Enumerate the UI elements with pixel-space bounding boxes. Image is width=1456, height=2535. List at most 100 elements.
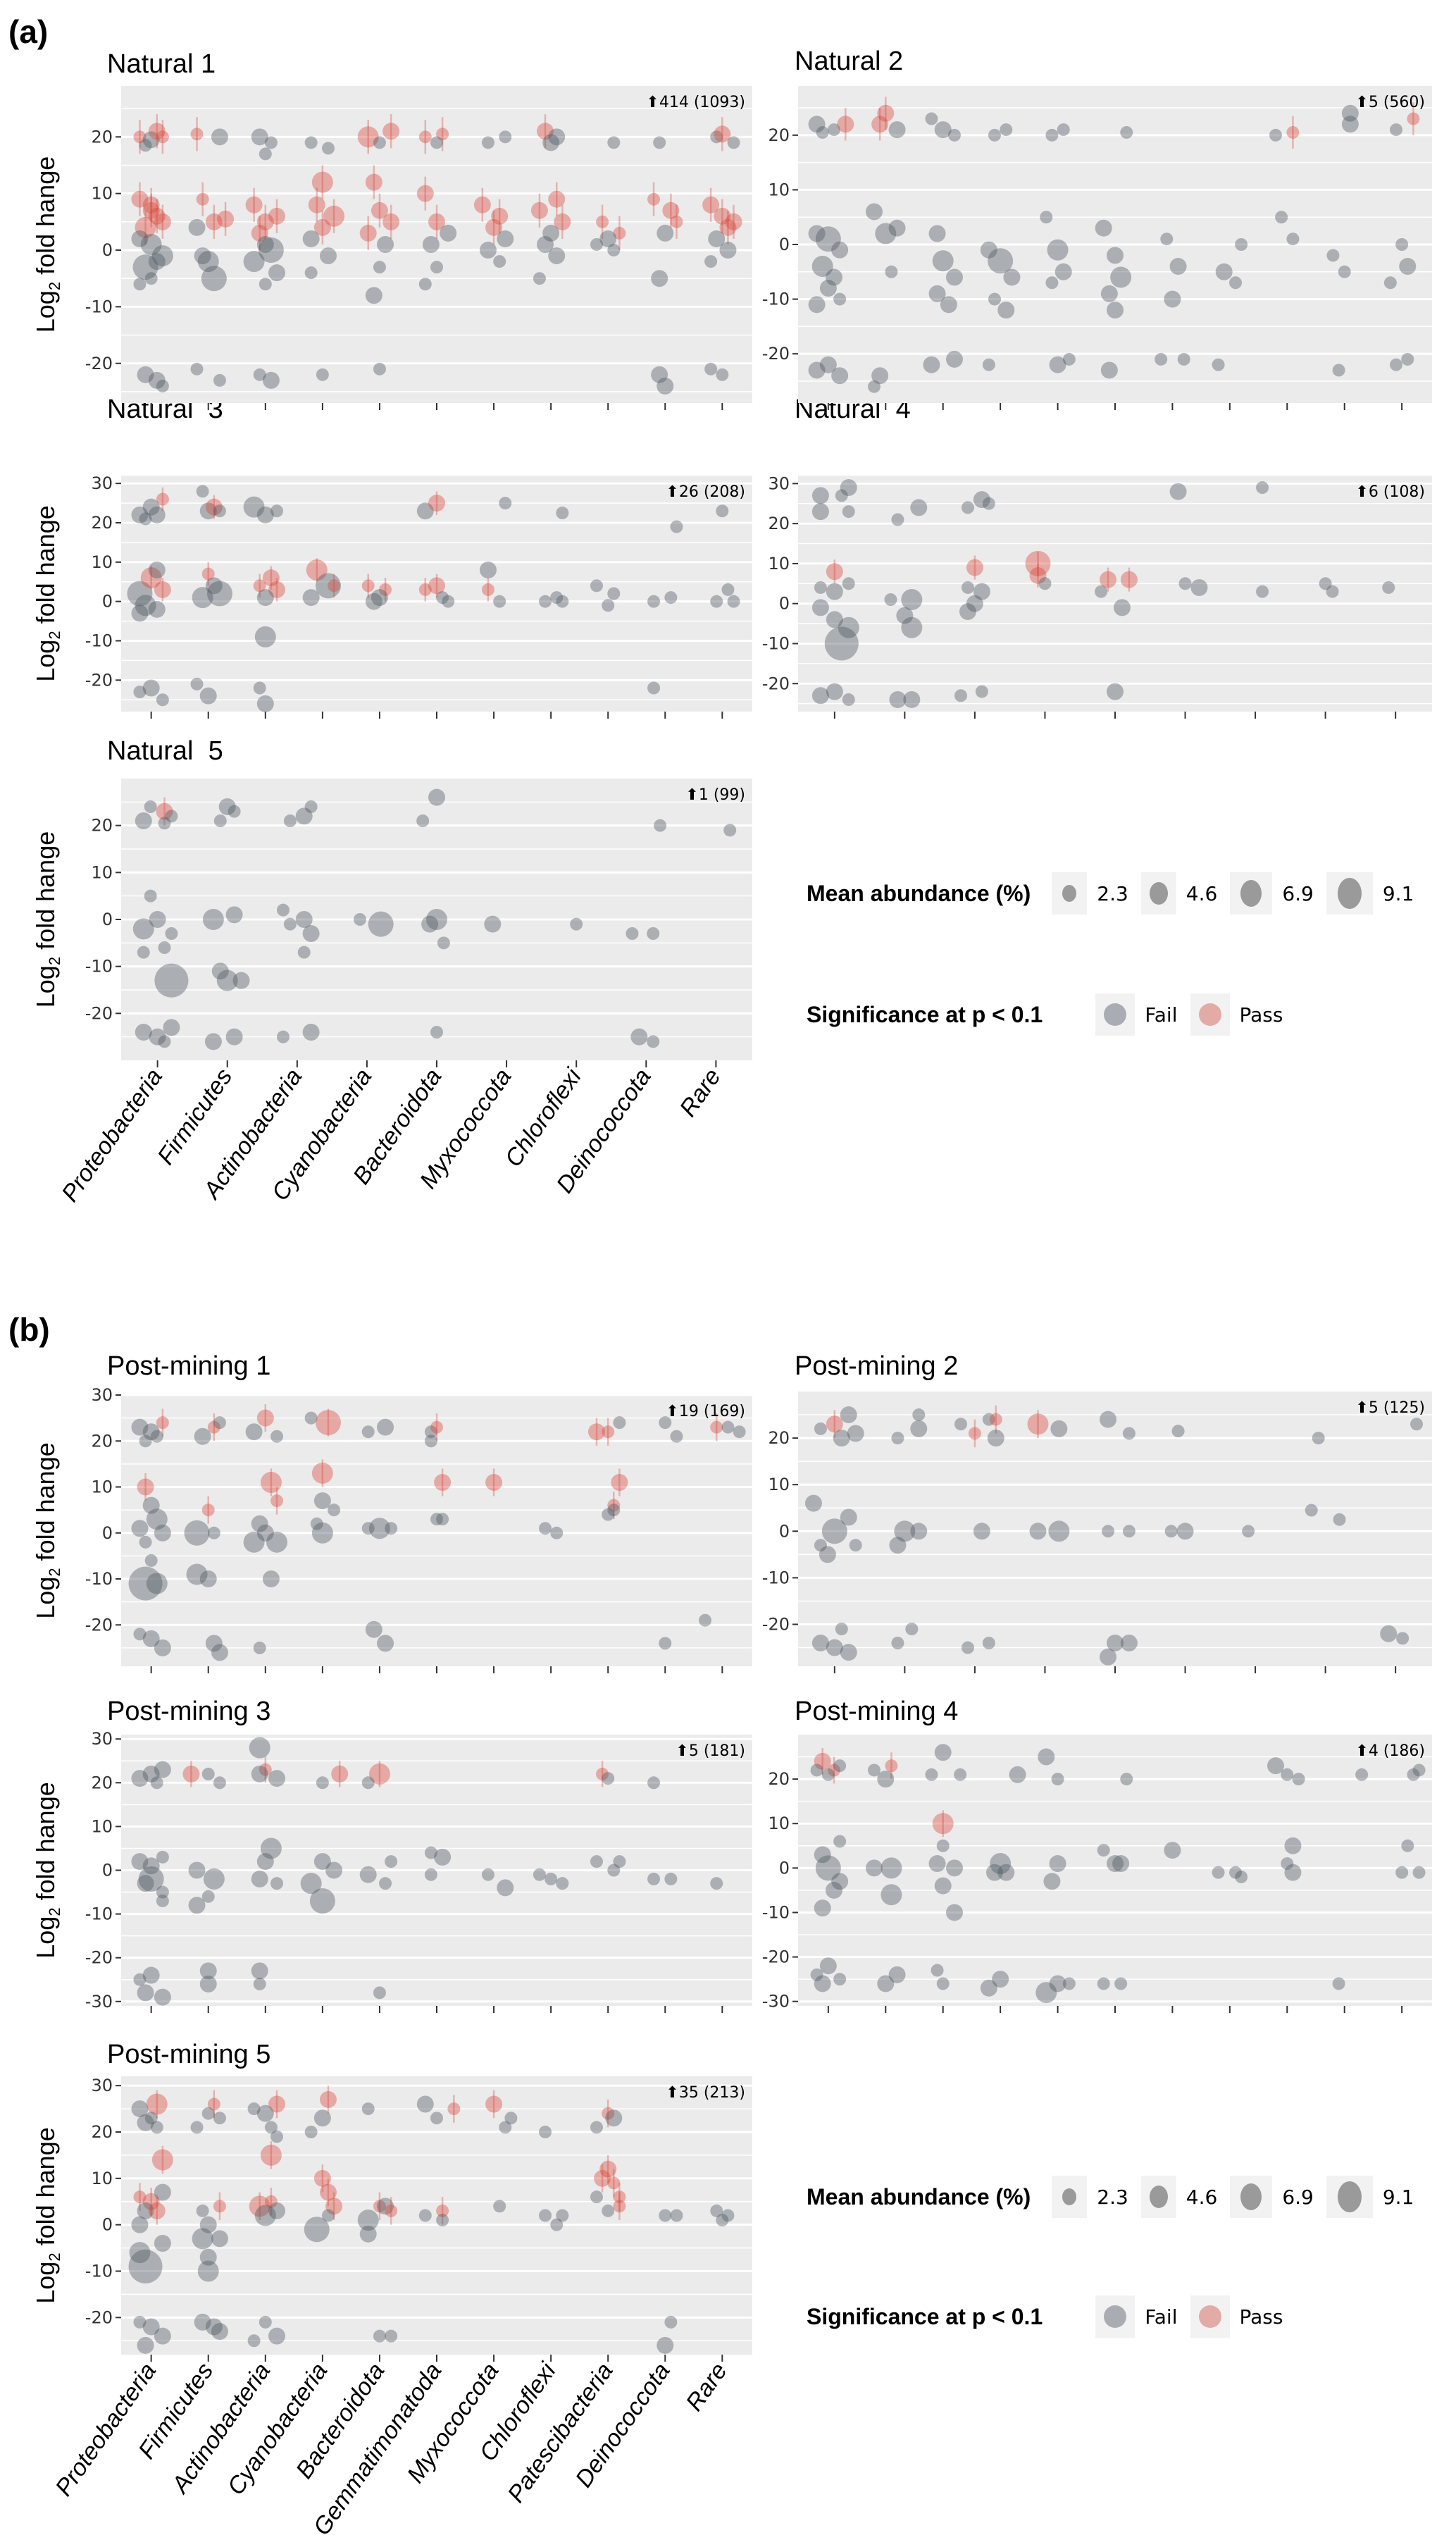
point-fail (664, 1872, 678, 1885)
point-fail (251, 128, 268, 146)
point-pass (142, 196, 160, 213)
point-fail (824, 626, 859, 661)
point-pass (142, 2193, 160, 2210)
point-fail (270, 2130, 284, 2143)
y-axis-title-main: Log (31, 290, 60, 333)
point-fail (158, 817, 171, 830)
abundance-dot-icon (1240, 880, 1262, 907)
point-pass (156, 1416, 169, 1430)
point-fail (493, 595, 506, 608)
panel-title-natural-2: Natural 2 (795, 47, 904, 76)
point-pass (154, 581, 171, 598)
point-fail (533, 1868, 546, 1881)
point-fail (254, 2205, 276, 2226)
panel-title-post-mining-4: Post-mining 4 (795, 1697, 959, 1726)
point-fail (815, 1855, 841, 1881)
y-tick-label: 20 (91, 513, 113, 533)
point-fail (256, 506, 274, 523)
point-fail (142, 131, 160, 149)
point-pass (249, 2195, 270, 2217)
plot-background (121, 476, 752, 712)
point-pass (148, 123, 166, 140)
point-pass (814, 1752, 831, 1770)
point-fail (840, 479, 857, 497)
point-fail (877, 1975, 895, 1992)
abundance-dot-icon (1062, 885, 1077, 902)
plot-post-mining-3: -30 -20 -10 0 10 20 30 ⬆5 (181) Log2 fold hange (31, 1729, 752, 2013)
x-tick-label: Proteobacteria (56, 1064, 168, 1207)
point-fail (154, 963, 189, 998)
y-tick-label: 10 (91, 862, 113, 882)
point-fail (987, 1430, 1004, 1447)
point-fail (1284, 1837, 1302, 1854)
point-pass (268, 2095, 286, 2113)
point-pass (313, 2169, 331, 2187)
point-pass (131, 190, 149, 208)
point-fail (361, 1776, 375, 1790)
legend-abundance-a: Mean abundance (%) 2.3 4.6 6.9 9.1 (807, 872, 1426, 915)
point-fail (144, 889, 157, 903)
point-fail (190, 2121, 204, 2134)
legend-abundance-label: 6.9 (1282, 881, 1314, 905)
y-tick-label: -20 (85, 1003, 113, 1023)
y-tick-label: -10 (85, 1569, 113, 1589)
point-fail (912, 1408, 926, 1422)
point-fail (245, 1423, 263, 1441)
point-fail (1095, 219, 1112, 237)
y-axis-title: Log2 fold hange (31, 1442, 63, 1618)
point-fail (497, 1879, 514, 1897)
point-fail (982, 358, 995, 371)
point-fail (826, 268, 842, 286)
panel-title-post-mining-5: Post-mining 5 (107, 2040, 271, 2069)
point-fail (833, 1835, 847, 1848)
point-fail (1107, 302, 1124, 319)
point-fail (316, 368, 329, 381)
point-fail (1049, 356, 1066, 373)
point-pass (268, 581, 286, 598)
point-fail (199, 502, 217, 520)
legend-significance-key (1190, 2295, 1230, 2338)
point-fail (889, 690, 907, 708)
point-fail (316, 1776, 329, 1790)
point-pass (182, 1765, 200, 1783)
point-fail (896, 607, 914, 624)
point-fail (131, 1520, 149, 1537)
point-fail (377, 1635, 394, 1652)
point-fail (377, 2198, 394, 2215)
point-pass (373, 2200, 386, 2213)
point-fail (821, 1518, 847, 1544)
point-fail (302, 1024, 320, 1041)
point-fail (129, 2242, 151, 2264)
point-pass (1100, 571, 1117, 588)
y-tick-label: -20 (762, 1947, 790, 1967)
point-fail (973, 491, 990, 509)
point-pass (871, 116, 889, 133)
point-fail (542, 134, 560, 151)
point-fail (1281, 1768, 1294, 1781)
point-fail (422, 236, 440, 253)
point-fail (361, 1425, 375, 1439)
point-fail (371, 589, 388, 607)
y-tick-label: -10 (85, 1904, 113, 1924)
point-fail (988, 128, 1001, 142)
point-fail (262, 1570, 280, 1588)
point-fail (815, 226, 841, 252)
point-fail (139, 512, 152, 526)
point-fail (211, 2323, 228, 2341)
point-pass (599, 2160, 617, 2178)
point-fail (377, 236, 394, 253)
point-fail (213, 814, 227, 827)
point-fail (888, 121, 906, 139)
point-fail (1380, 1625, 1398, 1642)
point-fail (810, 1764, 823, 1777)
point-fail (590, 1855, 603, 1868)
point-fail (891, 1636, 904, 1649)
point-fail (137, 1875, 154, 1892)
point-fail (1045, 276, 1059, 290)
point-fail (1100, 1648, 1117, 1666)
point-fail (158, 1035, 171, 1048)
point-fail (988, 292, 1001, 306)
y-axis-title-subscript: 2 (46, 2252, 63, 2261)
point-fail (133, 2315, 147, 2329)
point-fail (499, 130, 512, 144)
